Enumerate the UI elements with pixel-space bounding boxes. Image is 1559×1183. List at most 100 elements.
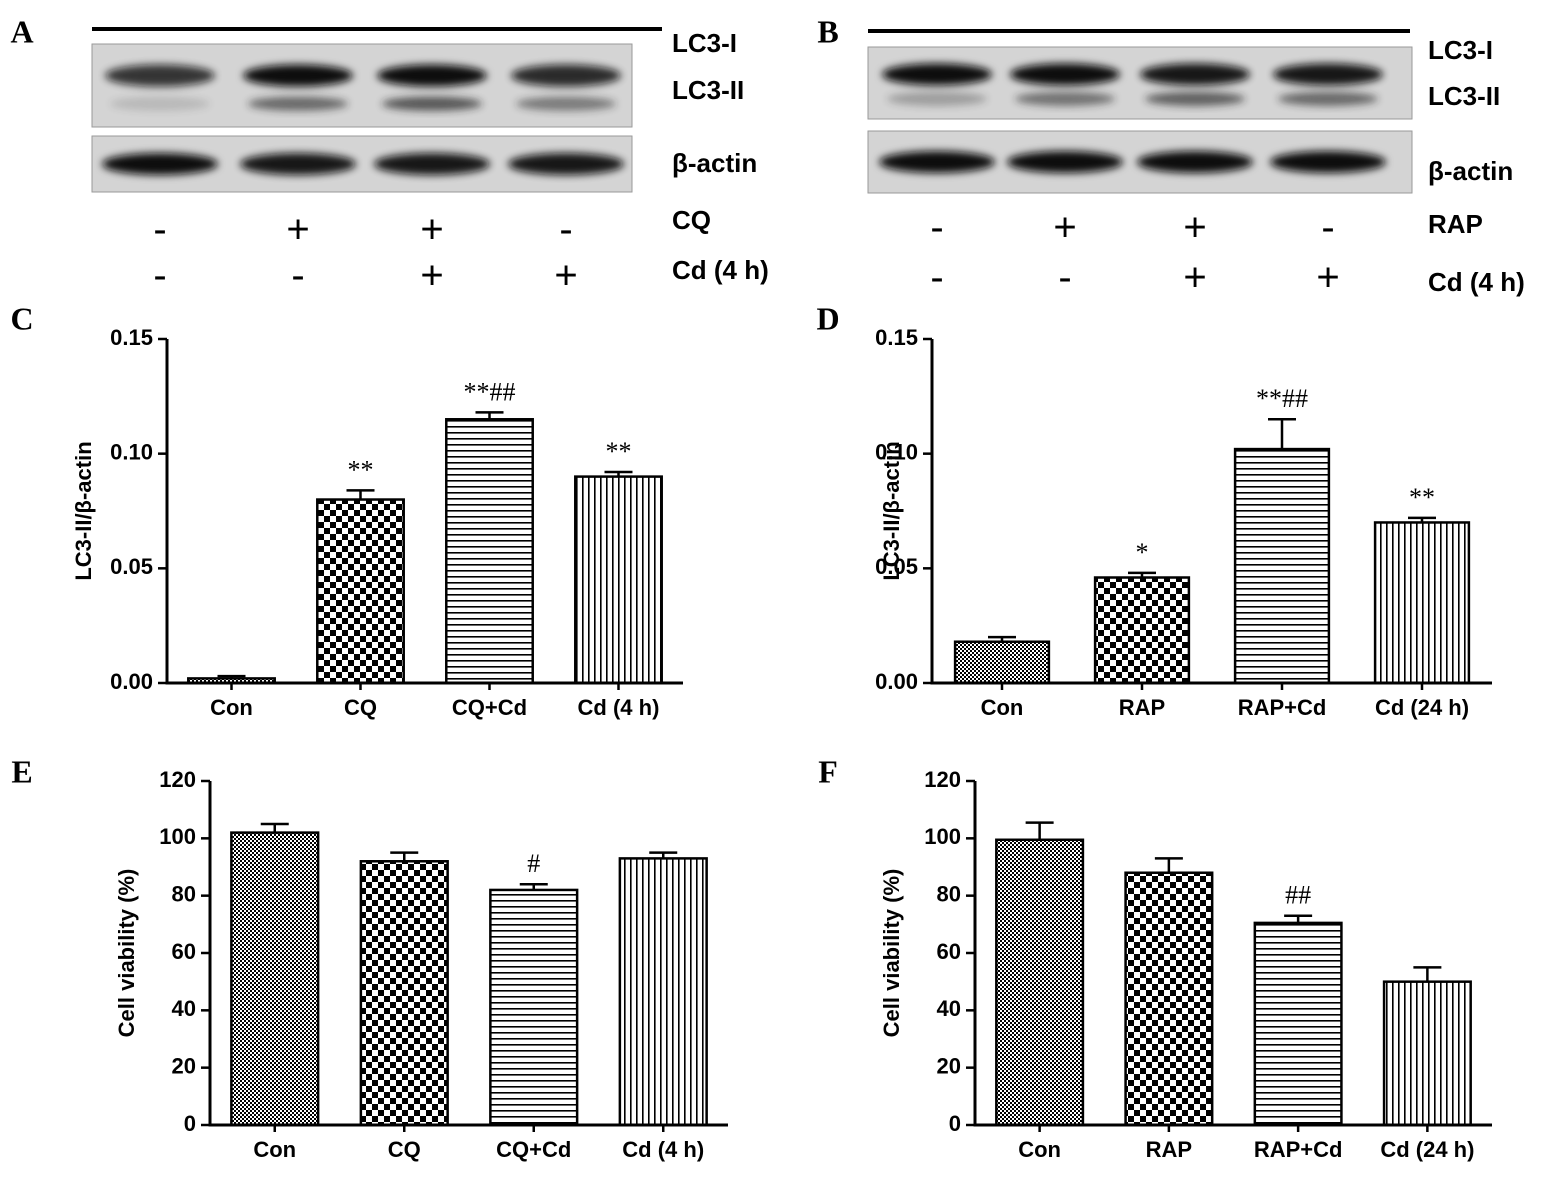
blot-band [1007, 151, 1123, 173]
treatment-sign: + [1316, 256, 1339, 300]
error-bar [519, 882, 548, 890]
y-axis-title: LC3-II/β-actin [879, 441, 904, 580]
blot-band [1145, 91, 1245, 106]
treatment-sign: + [1053, 206, 1076, 250]
bar [1093, 576, 1191, 685]
bar [1124, 871, 1214, 1127]
x-tick-label: RAP [1119, 695, 1165, 720]
treatment-sign: + [420, 208, 443, 252]
treatment-sign: + [1183, 206, 1206, 250]
x-tick-label: CQ+Cd [452, 695, 527, 720]
annotation: ** [1409, 483, 1435, 512]
y-tick-label: 0.10 [875, 439, 918, 464]
y-tick-label: 100 [924, 824, 961, 849]
panel-letter: E [11, 753, 32, 789]
y-tick-label: 100 [159, 824, 196, 849]
y-axis-title: Cell viability (%) [114, 869, 139, 1038]
axes [208, 781, 728, 1127]
treatment-label: CQ [672, 205, 711, 235]
treatment-sign: - [153, 208, 166, 252]
bar [230, 831, 320, 1127]
error-bar [1413, 966, 1442, 982]
band-label: β-actin [672, 148, 757, 178]
error-bar [604, 470, 633, 477]
treatment-sign: - [153, 254, 166, 298]
bar [953, 640, 1051, 685]
annotation: ** [606, 437, 632, 466]
x-tick-label: Con [981, 695, 1024, 720]
treatment-label: Cd (4 h) [672, 255, 769, 285]
axes [165, 339, 683, 685]
treatment-sign: - [1058, 256, 1071, 300]
treatment-label: Cd (4 h) [1428, 267, 1525, 297]
error-bar [1408, 516, 1436, 523]
error-bar [1284, 914, 1313, 923]
bar [489, 888, 579, 1127]
y-axis-title: Cell viability (%) [879, 869, 904, 1038]
error-bar [1268, 418, 1296, 450]
panel-letter: F [818, 753, 838, 789]
panel-letter: B [817, 13, 838, 49]
y-tick-label: 0.00 [110, 669, 153, 694]
error-bar [1154, 857, 1183, 873]
blot-band [887, 91, 987, 106]
blot-band [508, 153, 624, 175]
treatment-sign: - [291, 254, 304, 298]
y-tick-label: 0.15 [110, 325, 153, 350]
blot-band [248, 96, 348, 111]
band-label: LC3-II [672, 75, 744, 105]
x-tick-label: Cd (4 h) [622, 1137, 704, 1162]
annotation: **## [464, 377, 516, 406]
bar [995, 838, 1085, 1127]
x-tick-label: CQ [388, 1137, 421, 1162]
error-bar [217, 674, 246, 679]
bar [1373, 521, 1471, 685]
bar [359, 860, 449, 1127]
treatment-sign: - [930, 206, 943, 250]
axes [973, 781, 1492, 1127]
blot-band [1015, 91, 1115, 106]
x-tick-label: Cd (24 h) [1375, 695, 1469, 720]
blot-band [374, 153, 490, 175]
bar [1382, 980, 1472, 1127]
blot-band [105, 64, 215, 87]
panel-letter: A [10, 13, 33, 49]
y-tick-label: 60 [172, 939, 196, 964]
y-tick-label: 0.05 [110, 554, 153, 579]
blot-band [382, 96, 482, 111]
error-bar [1128, 571, 1156, 578]
y-tick-label: 40 [937, 996, 961, 1021]
x-tick-label: CQ+Cd [496, 1137, 571, 1162]
blot-band [511, 64, 621, 87]
error-bar [390, 851, 419, 862]
error-bar [1025, 821, 1054, 840]
treatment-sign: + [1183, 256, 1206, 300]
error-bar [346, 489, 375, 500]
annotation: # [527, 849, 540, 878]
y-tick-label: 60 [937, 939, 961, 964]
blot-band [1273, 63, 1383, 86]
x-tick-label: RAP [1146, 1137, 1192, 1162]
bar [1233, 447, 1331, 685]
y-tick-label: 120 [924, 767, 961, 792]
band-label: LC3-II [1428, 81, 1500, 111]
x-tick-label: RAP+Cd [1254, 1137, 1343, 1162]
x-tick-label: CQ [344, 695, 377, 720]
y-tick-label: 0.15 [875, 325, 918, 350]
blot-band [240, 153, 356, 175]
treatment-sign: - [559, 208, 572, 252]
blot-band [1137, 151, 1253, 173]
bar [445, 418, 534, 685]
x-tick-label: Cd (4 h) [578, 695, 660, 720]
bar [574, 475, 663, 685]
y-tick-label: 0.00 [875, 669, 918, 694]
error-bar [649, 851, 678, 859]
y-tick-label: 80 [172, 881, 196, 906]
x-tick-label: Con [253, 1137, 296, 1162]
band-label: β-actin [1428, 156, 1513, 186]
x-tick-label: Con [210, 695, 253, 720]
blot-band [110, 96, 210, 111]
treatment-sign: + [554, 254, 577, 298]
